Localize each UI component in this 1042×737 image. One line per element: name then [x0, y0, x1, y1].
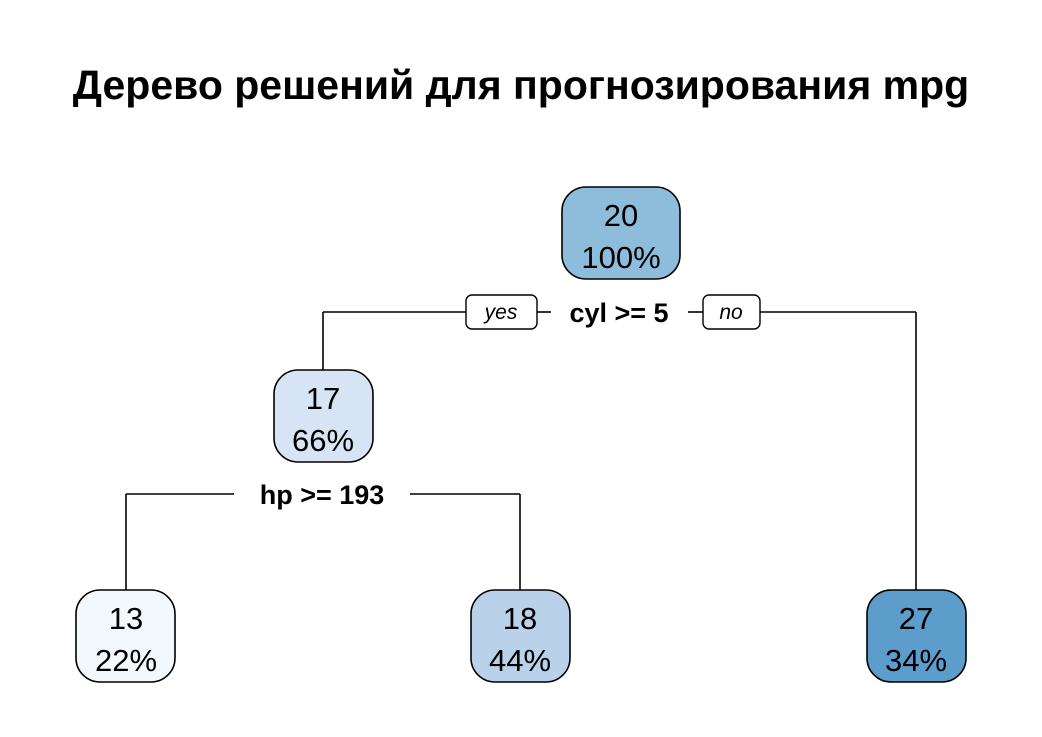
node-root-percent: 100%: [581, 240, 660, 275]
left-split-label: hp >= 193: [260, 480, 385, 510]
yes-branch-label: yes: [483, 301, 518, 324]
node-left-percent: 66%: [292, 423, 354, 458]
node-left-right: 18 44%: [470, 589, 571, 683]
node-left-right-value: 18: [503, 601, 537, 636]
page-title: Дерево решений для прогнозирования mpg: [72, 62, 970, 108]
node-left-left: 13 22%: [75, 589, 176, 683]
node-left-left-value: 13: [109, 601, 143, 636]
node-right-value: 27: [899, 601, 933, 636]
node-root-box: [561, 186, 681, 280]
node-left-right-percent: 44%: [489, 643, 551, 678]
tree-edges: [125, 311, 917, 590]
no-branch-box: [702, 294, 761, 330]
node-root-value: 20: [604, 198, 638, 233]
root-split-label: cyl >= 5: [569, 298, 668, 328]
node-left-left-percent: 22%: [95, 643, 157, 678]
node-left-value: 17: [306, 381, 340, 416]
left-split: hp >= 193: [260, 480, 385, 510]
node-right-box: [866, 589, 967, 683]
node-right: 27 34%: [866, 589, 967, 683]
yes-branch-box: [465, 294, 538, 330]
node-root: 20 100%: [561, 186, 681, 280]
node-left-box: [273, 369, 374, 463]
node-left-right-box: [470, 589, 571, 683]
node-left: 17 66%: [273, 369, 374, 463]
node-left-left-box: [75, 589, 176, 683]
node-right-percent: 34%: [885, 643, 947, 678]
root-split: yes cyl >= 5 no: [465, 294, 761, 330]
no-branch-label: no: [719, 301, 743, 324]
